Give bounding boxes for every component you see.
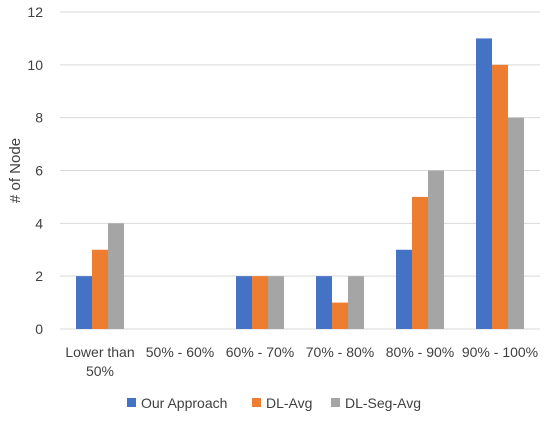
y-axis-label: # of Node (7, 138, 24, 203)
x-tick-label: 70% - 80% (306, 344, 374, 360)
legend-label: DL-Seg-Avg (345, 395, 421, 411)
bar-dl-seg-avg-5 (508, 117, 524, 330)
legend-label: Our Approach (141, 395, 227, 411)
legend-swatch (252, 398, 261, 407)
y-tick-label: 8 (35, 110, 43, 126)
bar-dl-avg-3 (332, 302, 348, 329)
legend-label: DL-Avg (266, 395, 312, 411)
y-tick-label: 10 (27, 57, 43, 73)
legend-swatch (127, 398, 136, 407)
x-tick-label: 80% - 90% (386, 344, 454, 360)
x-tick-label: Lower than (65, 344, 134, 360)
bar-dl-seg-avg-4 (428, 170, 444, 329)
x-tick-label: 90% - 100% (462, 344, 538, 360)
y-tick-label: 6 (35, 163, 43, 179)
y-tick-label: 4 (35, 215, 43, 231)
y-tick-label: 12 (27, 4, 43, 20)
bar-dl-avg-5 (492, 64, 508, 329)
x-axis-ticks: Lower than 50% 50% - 60% 60% - 70% 70% - 80%… (65, 344, 538, 379)
bar-dl-avg-2 (252, 276, 268, 329)
bar-our-approach-4 (396, 249, 412, 329)
bar-dl-seg-avg-2 (268, 276, 284, 329)
y-tick-label: 0 (35, 321, 43, 337)
x-tick-label: 50% (86, 363, 114, 379)
bar-dl-avg-0 (92, 249, 108, 329)
x-tick-label: 60% - 70% (226, 344, 294, 360)
bar-our-approach-3 (316, 276, 332, 329)
bars (76, 38, 524, 330)
legend: Our Approach DL-Avg DL-Seg-Avg (127, 395, 421, 411)
x-tick-label: 50% - 60% (146, 344, 214, 360)
bar-dl-seg-avg-0 (108, 223, 124, 329)
legend-swatch (331, 398, 340, 407)
bar-our-approach-2 (236, 276, 252, 329)
bar-dl-avg-4 (412, 196, 428, 329)
bar-dl-seg-avg-3 (348, 276, 364, 329)
bar-our-approach-0 (76, 276, 92, 329)
y-tick-label: 2 (35, 268, 43, 284)
gridlines (60, 11, 540, 330)
y-axis-ticks: 0 2 4 6 8 10 12 (27, 4, 43, 337)
bar-our-approach-5 (476, 38, 492, 330)
